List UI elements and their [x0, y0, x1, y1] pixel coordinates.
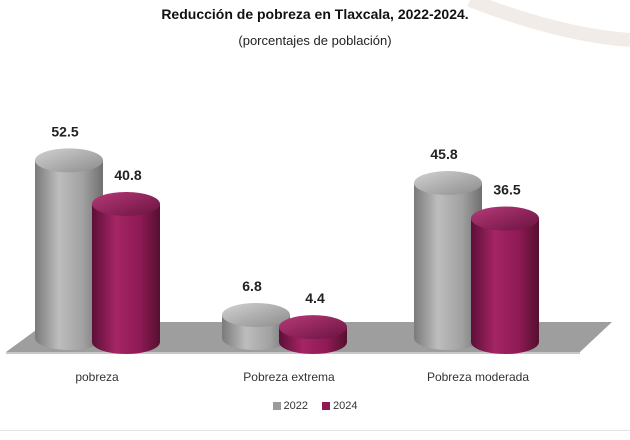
bar-body [92, 203, 160, 354]
legend-swatch-2024 [322, 402, 330, 410]
bar-body [471, 218, 539, 354]
legend: 2022 2024 [0, 400, 630, 412]
data-label-2022-pobreza-extrema: 6.8 [242, 278, 262, 294]
category-label-pobreza: pobreza [75, 370, 119, 384]
bar-top [471, 206, 539, 231]
bar-body [414, 183, 482, 350]
legend-item-2022: 2022 [272, 400, 308, 412]
background-decoration [467, 0, 630, 47]
bottom-divider [0, 430, 630, 431]
bar-top [92, 191, 160, 216]
bar-2022-pobreza: 52.5 [35, 123, 103, 350]
bar-top [222, 302, 290, 327]
legend-item-2024: 2024 [322, 400, 357, 412]
bar-2024-pobreza: 40.8 [92, 167, 160, 354]
bar-2022-pobreza-moderada: 45.8 [414, 146, 482, 350]
floor-edge [6, 352, 580, 354]
chart-subtitle: (porcentajes de población) [238, 33, 392, 48]
bars-group: 52.5 6.8 45.8 40.8 4.4 36.5 [35, 123, 539, 354]
legend-label-2022: 2022 [283, 400, 308, 412]
data-label-2022-pobreza-moderada: 45.8 [430, 146, 457, 162]
category-labels: pobreza Pobreza extrema Pobreza moderada [75, 370, 529, 384]
legend-swatch-2022 [272, 402, 281, 410]
bar-body [35, 160, 103, 350]
chart-title: Reducción de pobreza en Tlaxcala, 2022-2… [161, 6, 469, 22]
data-label-2024-pobreza-moderada: 36.5 [493, 182, 520, 198]
data-label-2024-pobreza-extrema: 4.4 [305, 290, 325, 306]
bar-2024-pobreza-extrema: 4.4 [279, 290, 347, 354]
legend-label-2024: 2024 [333, 400, 358, 412]
category-label-pobreza-extrema: Pobreza extrema [243, 370, 335, 384]
bar-top [414, 171, 482, 196]
bar-2024-pobreza-moderada: 36.5 [471, 182, 539, 354]
data-label-2024-pobreza: 40.8 [114, 167, 141, 183]
category-label-pobreza-moderada: Pobreza moderada [427, 370, 529, 384]
data-label-2022-pobreza: 52.5 [51, 123, 78, 139]
bar-top [35, 148, 103, 173]
bar-2022-pobreza-extrema: 6.8 [222, 278, 290, 350]
bar-top [279, 315, 347, 340]
